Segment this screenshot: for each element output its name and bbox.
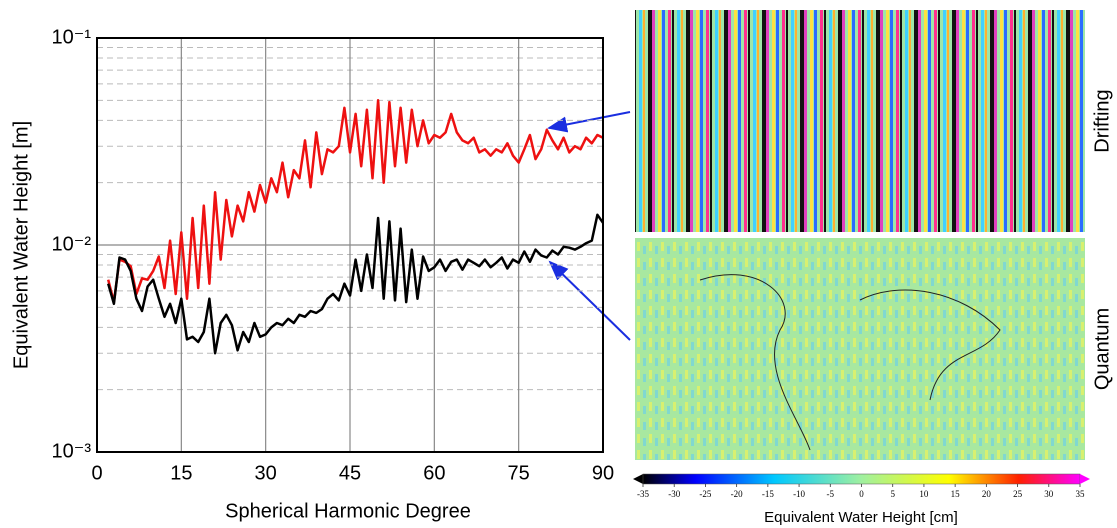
colorbar-tick-label: -5: [827, 489, 835, 499]
colorbar-tick-label: -35: [637, 489, 649, 499]
colorbar-tick-label: 35: [1076, 489, 1086, 499]
series-line: [106, 99, 604, 304]
series-line: [106, 213, 605, 355]
colorbar-tick-label: -15: [762, 489, 774, 499]
x-tick-label: 0: [91, 462, 102, 484]
x-axis-label: Spherical Harmonic Degree: [225, 500, 471, 522]
y-axis-label: Equivalent Water Height [m]: [10, 121, 32, 369]
colorbar-tick-label: 10: [919, 489, 929, 499]
colorbar-tick-label: -25: [699, 489, 711, 499]
colorbar-tick-label: 15: [951, 489, 961, 499]
x-tick-label: 90: [592, 462, 614, 484]
colorbar-end: [1080, 474, 1090, 484]
colorbar-tick-label: -10: [793, 489, 805, 499]
quantum-map: [635, 238, 1085, 460]
arrow: [548, 260, 631, 341]
y-tick-label: 10⁻³: [52, 440, 92, 462]
x-tick-label: 60: [423, 462, 445, 484]
plot-frame: [96, 37, 604, 453]
colorbar: [642, 473, 1081, 485]
colorbar-tick-label: 20: [982, 489, 992, 499]
map-label: Drifting: [1091, 89, 1113, 152]
colorbar-tick-label: 25: [1013, 489, 1023, 499]
coastline: [699, 274, 1001, 451]
x-tick-label: 15: [170, 462, 192, 484]
colorbar-tick-label: 0: [859, 489, 864, 499]
colorbar-end: [633, 474, 643, 484]
colorbar-tick-label: 30: [1044, 489, 1054, 499]
y-tick-label: 10⁻¹: [52, 26, 92, 48]
x-tick-label: 45: [339, 462, 361, 484]
colorbar-tick-label: 5: [890, 489, 895, 499]
x-tick-label: 30: [255, 462, 277, 484]
colorbar-tick-label: -30: [668, 489, 680, 499]
drifting-map: [635, 10, 1085, 232]
colorbar-tick-label: -20: [731, 489, 743, 499]
colorbar-label: Equivalent Water Height [cm]: [764, 509, 958, 526]
map-label: Quantum: [1091, 308, 1113, 390]
y-tick-label: 10⁻²: [52, 233, 92, 255]
x-tick-label: 75: [508, 462, 530, 484]
